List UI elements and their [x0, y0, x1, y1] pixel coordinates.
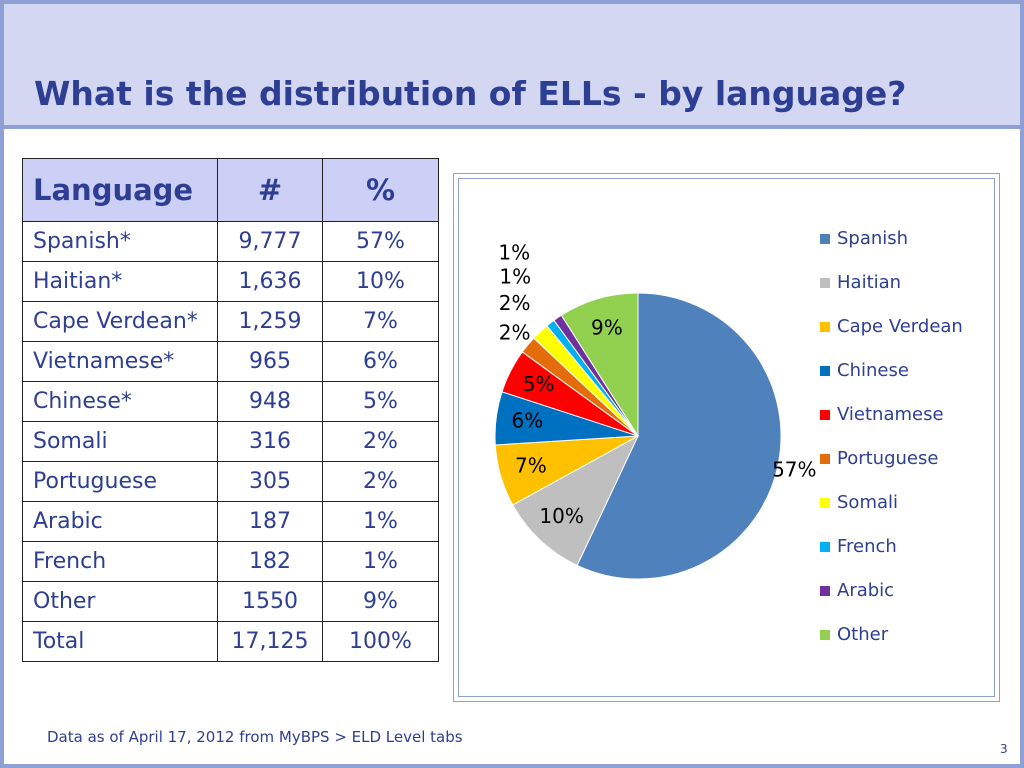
legend-swatch [820, 498, 830, 508]
legend-label: Other [837, 624, 889, 645]
table-cell: Arabic [22, 501, 218, 542]
table-cell: 17,125 [217, 621, 323, 662]
table-row: Cape Verdean* 1,259 7% [22, 301, 439, 342]
table-cell: 100% [322, 621, 439, 662]
pie-slice [576, 292, 782, 580]
chart-frame-inner [458, 178, 995, 697]
header-row: Language #% [22, 158, 439, 222]
table-cell: 948 [217, 381, 323, 422]
data-label: 1% [499, 264, 531, 288]
footnote: Data as of April 17, 2012 from MyBPS > E… [47, 728, 463, 746]
table-row: Total 17,125 100% [22, 621, 439, 662]
table-row: Other 1550 9% [22, 581, 439, 622]
column-header: % [322, 158, 439, 222]
table-row: Spanish* 9,777 57% [22, 221, 439, 262]
table-cell: 57% [322, 221, 439, 262]
table-cell: Other [22, 581, 218, 622]
legend-swatch [820, 586, 830, 596]
title: What is the distribution of ELLs - by la… [34, 74, 907, 113]
data-label: 1% [498, 240, 530, 264]
data-table: Language #% Spanish* 9,777 57% Haitian* 1,636 1… [22, 158, 439, 662]
legend-label: Portuguese [837, 448, 938, 469]
table-cell: 7% [322, 301, 439, 342]
table-cell: Portuguese [22, 461, 218, 502]
table-cell: 1% [322, 501, 439, 542]
chart: 57% 10% 7% 6% 5% 2% 2% 1%1% 9% Spanish Haitian Cape… [494, 228, 963, 645]
chart-frame [453, 173, 1000, 702]
table-cell: 1,636 [217, 261, 323, 302]
table-cell: 10% [322, 261, 439, 302]
table-cell: Total [22, 621, 218, 662]
legend-label: Arabic [837, 580, 894, 601]
legend-swatch [820, 410, 830, 420]
legend-label: Somali [837, 492, 898, 513]
legend-swatch [820, 322, 830, 332]
legend-swatch [820, 630, 830, 640]
table-row: Arabic 187 1% [22, 501, 439, 542]
data-label: 57% [772, 457, 816, 481]
table-cell: 6% [322, 341, 439, 382]
column-header: # [217, 158, 323, 222]
table-row: Vietnamese* 965 6% [22, 341, 439, 382]
table-cell: 2% [322, 461, 439, 502]
pie-slice [512, 434, 640, 567]
table-cell: Vietnamese* [22, 341, 218, 382]
legend-label: Spanish [837, 228, 908, 249]
table-cell: 2% [322, 421, 439, 462]
data-label: 2% [499, 320, 531, 344]
table-row: French 182 1% [22, 541, 439, 582]
table-cell: 1550 [217, 581, 323, 622]
header-band [4, 4, 1020, 129]
legend-label: French [837, 536, 897, 557]
legend-swatch [820, 278, 830, 288]
legend-swatch [820, 454, 830, 464]
legend-swatch [820, 542, 830, 552]
page-number: 3 [1000, 742, 1008, 756]
data-label: 7% [515, 454, 547, 478]
table-cell: 1,259 [217, 301, 323, 342]
table-cell: Chinese* [22, 381, 218, 422]
data-label: 6% [511, 409, 543, 433]
legend-label: Chinese [837, 360, 909, 381]
data-label: 5% [523, 372, 555, 396]
legend-label: Cape Verdean [837, 316, 963, 337]
data-label: 2% [499, 291, 531, 315]
table-cell: 9% [322, 581, 439, 622]
table-cell: Cape Verdean* [22, 301, 218, 342]
table-cell: 965 [217, 341, 323, 382]
table-cell: 182 [217, 541, 323, 582]
legend-swatch [820, 234, 830, 244]
legend-label: Vietnamese [837, 404, 944, 425]
legend-swatch [820, 366, 830, 376]
table-cell: 1% [322, 541, 439, 582]
table-row: Somali 316 2% [22, 421, 439, 462]
data-label: 9% [591, 315, 623, 339]
legend-label: Haitian [837, 272, 901, 293]
data-label: 10% [539, 504, 583, 528]
table-cell: 316 [217, 421, 323, 462]
pie-slice [560, 292, 639, 438]
table-cell: Somali [22, 421, 218, 462]
table-cell: 9,777 [217, 221, 323, 262]
